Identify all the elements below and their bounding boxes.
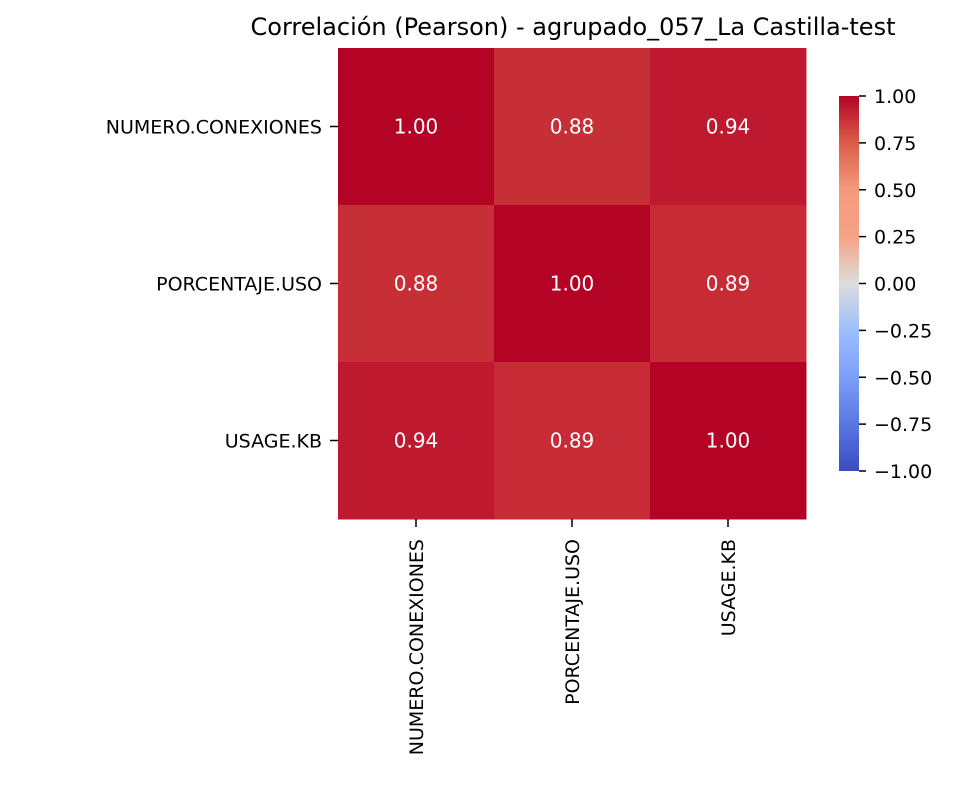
cell-value-label: 0.89 — [706, 272, 751, 296]
y-tick-label: NUMERO.CONEXIONES — [106, 117, 322, 139]
colorbar-tick-label: 0.50 — [874, 180, 916, 202]
cell-value-label: 1.00 — [550, 272, 595, 296]
colorbar-tick-label: −0.50 — [874, 367, 932, 389]
colorbar-tick-label: −0.25 — [874, 320, 932, 342]
chart-title: Correlación (Pearson) - agrupado_057_La … — [251, 13, 896, 41]
heatmap-cell — [650, 48, 807, 206]
colorbar-gradient — [839, 96, 859, 471]
heatmap-cell — [338, 362, 495, 520]
x-tick-label: NUMERO.CONEXIONES — [406, 539, 428, 755]
x-tick-label: PORCENTAJE.USO — [562, 539, 584, 705]
colorbar-tick-label: 0.25 — [874, 227, 916, 249]
heatmap-grid: 1.00 0.88 0.94 0.88 1.00 0.89 0.94 0.89 1.00 NUME… — [106, 48, 807, 755]
cell-value-label: 1.00 — [706, 429, 751, 453]
heatmap-cell — [494, 48, 651, 206]
cell-value-label: 0.94 — [706, 115, 751, 139]
heatmap-cell — [650, 205, 807, 363]
colorbar-tick-label: 0.00 — [874, 274, 916, 296]
cell-value-label: 0.88 — [394, 272, 439, 296]
x-tick-label: USAGE.KB — [718, 539, 740, 636]
colorbar-tick-label: 1.00 — [874, 86, 916, 108]
colorbar-tick-label: −0.75 — [874, 414, 932, 436]
heatmap-cell — [494, 362, 651, 520]
cell-value-label: 1.00 — [394, 115, 439, 139]
heatmap-cell — [338, 205, 495, 363]
colorbar-tick-label: 0.75 — [874, 133, 916, 155]
cell-value-label: 0.94 — [394, 429, 439, 453]
colorbar-tick-label: −1.00 — [874, 461, 932, 483]
heatmap-cell — [338, 48, 495, 206]
cell-value-label: 0.89 — [550, 429, 595, 453]
heatmap-cell — [650, 362, 807, 520]
y-tick-label: USAGE.KB — [225, 431, 322, 453]
y-tick-label: PORCENTAJE.USO — [156, 274, 322, 296]
colorbar: 1.00 0.75 0.50 0.25 0.00 −0.25 −0.50 −0.75 −1.00 — [839, 86, 932, 483]
cell-value-label: 0.88 — [550, 115, 595, 139]
heatmap-cell — [494, 205, 651, 363]
